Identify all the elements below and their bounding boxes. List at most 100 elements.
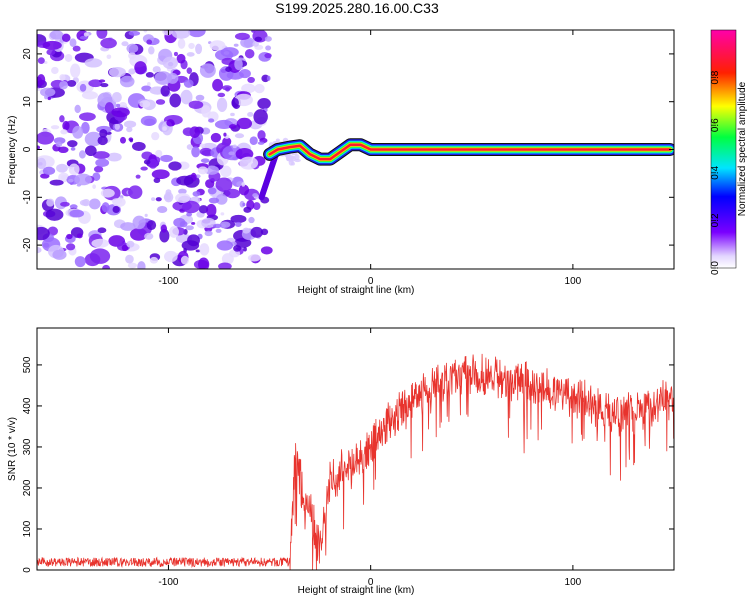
spectrogram-noise-cell bbox=[208, 118, 215, 123]
spectrogram-noise-cell bbox=[144, 118, 156, 126]
spectrogram-noise-cell bbox=[93, 165, 104, 173]
spectrogram-noise-cell bbox=[147, 81, 151, 87]
spectrogram-noise-cell bbox=[232, 144, 237, 149]
colorbar-label: Normalized spectral amplitude bbox=[737, 81, 748, 216]
spectrogram-noise-cell bbox=[126, 126, 133, 133]
spectrogram-noise-cell bbox=[155, 197, 162, 202]
spectrogram-noise-cell bbox=[160, 85, 170, 97]
spectrogram-noise-cell bbox=[180, 255, 189, 265]
spectrogram-noise-cell bbox=[247, 112, 254, 117]
spectrogram-noise-cell bbox=[37, 131, 55, 145]
spectrogram-noise-cell bbox=[111, 92, 122, 103]
spectrogram-noise-cell bbox=[37, 157, 47, 170]
spectrogram-noise-cell bbox=[160, 154, 173, 163]
spectrogram-noise-cell bbox=[243, 206, 252, 213]
spectrogram-noise-cell bbox=[250, 226, 264, 238]
spectrogram-noise-cell bbox=[168, 226, 179, 238]
spectrogram-x-tick-label: -100 bbox=[158, 276, 178, 287]
spectrogram-noise-cell bbox=[46, 198, 55, 207]
spectrogram-noise-cell bbox=[66, 233, 73, 240]
spectrogram-noise-cell bbox=[234, 32, 250, 41]
spectrogram-noise-cell bbox=[210, 132, 222, 143]
spectrogram-noise-cell bbox=[247, 76, 255, 83]
spectrogram-noise-cell bbox=[216, 97, 228, 112]
spectrogram-y-tick-label: 0 bbox=[22, 146, 33, 152]
spectrogram-noise-cell bbox=[216, 240, 234, 251]
spectrogram-noise-cell bbox=[183, 79, 194, 88]
colorbar-tick-label: 0.8 bbox=[710, 70, 721, 84]
spectrogram-noise-cell bbox=[175, 193, 191, 204]
spectrogram-noise-cell bbox=[251, 30, 256, 33]
spectrogram-noise-cell bbox=[213, 223, 222, 229]
snr-y-tick-label: 300 bbox=[22, 438, 33, 455]
spectrogram-noise-cell bbox=[154, 71, 172, 85]
spectrogram-noise-cell bbox=[45, 208, 64, 221]
spectrogram-noise-cell bbox=[166, 119, 175, 127]
spectrogram-noise-cell bbox=[241, 182, 246, 187]
spectrogram-noise-cell bbox=[195, 94, 205, 101]
spectrogram-noise-cell bbox=[97, 227, 107, 234]
spectrogram-noise-cell bbox=[79, 35, 89, 40]
spectrogram-noise-cell bbox=[155, 99, 166, 105]
spectrogram-noise-cell bbox=[160, 224, 168, 233]
spectrogram-noise-cell bbox=[223, 132, 227, 137]
spectrogram-noise-cell bbox=[121, 41, 129, 47]
colorbar-ticks: 0.0 0.2 0.4 0.6 0.8 bbox=[710, 70, 721, 275]
spectrogram-noise-cell bbox=[74, 104, 81, 114]
spectrogram-noise-cell bbox=[215, 193, 228, 205]
spectrogram-noise-cell bbox=[88, 79, 103, 88]
spectrogram-noise-cell bbox=[201, 217, 216, 229]
spectrogram-noise-cell bbox=[89, 248, 111, 264]
spectrogram-noise-cell bbox=[81, 91, 99, 100]
spectrogram-noise-cell bbox=[106, 152, 122, 162]
snr-y-tick-label: 400 bbox=[22, 397, 33, 414]
spectrogram-noise-cell bbox=[219, 221, 231, 228]
spectrogram-noise-cell bbox=[60, 129, 68, 135]
spectrogram-noise-cell bbox=[111, 198, 123, 205]
spectrogram-noise-cell bbox=[253, 109, 268, 125]
spectrogram-noise-cell bbox=[234, 221, 242, 227]
spectrogram-noise-cell bbox=[157, 206, 168, 214]
spectrogram-noise-cell bbox=[225, 188, 241, 199]
spectrogram-noise-cell bbox=[126, 240, 135, 248]
spectrogram-noise-cell bbox=[59, 115, 65, 123]
snr-y-label: SNR (10 * v/v) bbox=[7, 417, 18, 481]
spectrogram-noise-cell bbox=[67, 140, 78, 148]
spectrogram-noise-cell bbox=[234, 133, 245, 139]
spectrogram-noise-cell bbox=[121, 244, 129, 252]
spectrogram-noise-cell bbox=[206, 203, 217, 218]
spectrogram-noise-cell bbox=[290, 161, 295, 166]
spectrogram-noise-cell bbox=[257, 98, 271, 110]
spectrogram-noise-cell bbox=[177, 38, 186, 49]
spectrogram-noise-cell bbox=[234, 93, 253, 107]
spectrogram-noise-cell bbox=[186, 52, 195, 57]
spectrogram-noise-cell bbox=[151, 131, 160, 141]
spectrogram-noise-cell bbox=[163, 194, 172, 201]
spectrogram-noise-cell bbox=[166, 72, 179, 84]
spectrogram-noise-cell bbox=[92, 151, 110, 160]
spectrogram-noise-cell bbox=[79, 83, 87, 92]
spectrogram-noise-cell bbox=[233, 43, 239, 47]
spectrogram-noise-cell bbox=[171, 30, 191, 39]
spectrogram-noise-cell bbox=[135, 174, 141, 179]
spectrogram-noise-cell bbox=[127, 262, 138, 269]
colorbar-gradient bbox=[710, 29, 737, 269]
snr-x-label: Height of straight line (km) bbox=[298, 585, 415, 596]
spectrogram-noise-cell bbox=[218, 262, 232, 269]
snr-y-tick-label: 200 bbox=[22, 479, 33, 496]
spectrogram-noise-cell bbox=[111, 107, 130, 118]
spectrogram-noise-cell bbox=[74, 173, 92, 186]
spectrogram-noise-cell bbox=[148, 158, 158, 169]
spectrogram-noise-cell bbox=[67, 79, 77, 87]
spectrogram-noise-cell bbox=[225, 87, 231, 92]
spectrogram-noise-cell bbox=[112, 205, 120, 214]
spectrogram-noise-cell bbox=[188, 42, 195, 50]
spectrogram-noise-cell bbox=[264, 36, 272, 42]
spectrogram-noise-cell bbox=[115, 103, 121, 108]
spectrogram-noise-cell bbox=[68, 178, 74, 183]
spectrogram-noise-cell bbox=[199, 143, 206, 147]
spectrogram-noise-cell bbox=[241, 83, 256, 94]
spectrogram-noise-cell bbox=[132, 215, 146, 230]
spectrogram-noise-cell bbox=[125, 254, 134, 264]
